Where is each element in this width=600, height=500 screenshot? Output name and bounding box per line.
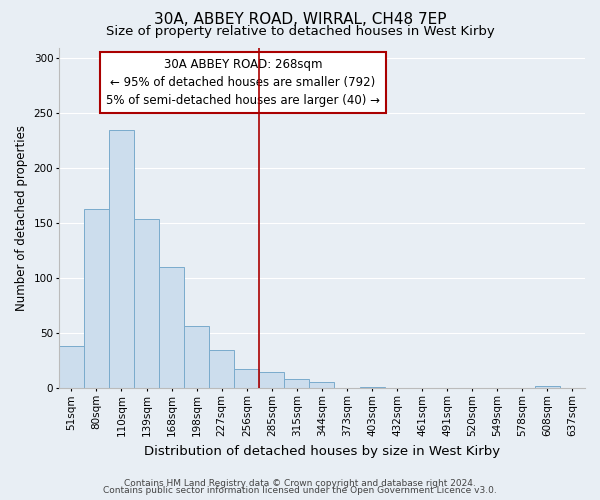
Bar xyxy=(134,219,159,388)
Bar xyxy=(535,386,560,388)
Bar xyxy=(109,130,134,388)
Bar xyxy=(259,372,284,388)
Text: 30A ABBEY ROAD: 268sqm
← 95% of detached houses are smaller (792)
5% of semi-det: 30A ABBEY ROAD: 268sqm ← 95% of detached… xyxy=(106,58,380,106)
Bar xyxy=(284,378,310,388)
Bar xyxy=(234,368,259,388)
Bar xyxy=(184,326,209,388)
X-axis label: Distribution of detached houses by size in West Kirby: Distribution of detached houses by size … xyxy=(144,444,500,458)
Bar xyxy=(59,346,84,389)
Text: Contains public sector information licensed under the Open Government Licence v3: Contains public sector information licen… xyxy=(103,486,497,495)
Bar xyxy=(310,382,334,388)
Y-axis label: Number of detached properties: Number of detached properties xyxy=(15,125,28,311)
Text: Contains HM Land Registry data © Crown copyright and database right 2024.: Contains HM Land Registry data © Crown c… xyxy=(124,478,476,488)
Text: 30A, ABBEY ROAD, WIRRAL, CH48 7EP: 30A, ABBEY ROAD, WIRRAL, CH48 7EP xyxy=(154,12,446,28)
Bar xyxy=(209,350,234,389)
Text: Size of property relative to detached houses in West Kirby: Size of property relative to detached ho… xyxy=(106,25,494,38)
Bar xyxy=(84,209,109,388)
Bar xyxy=(159,268,184,388)
